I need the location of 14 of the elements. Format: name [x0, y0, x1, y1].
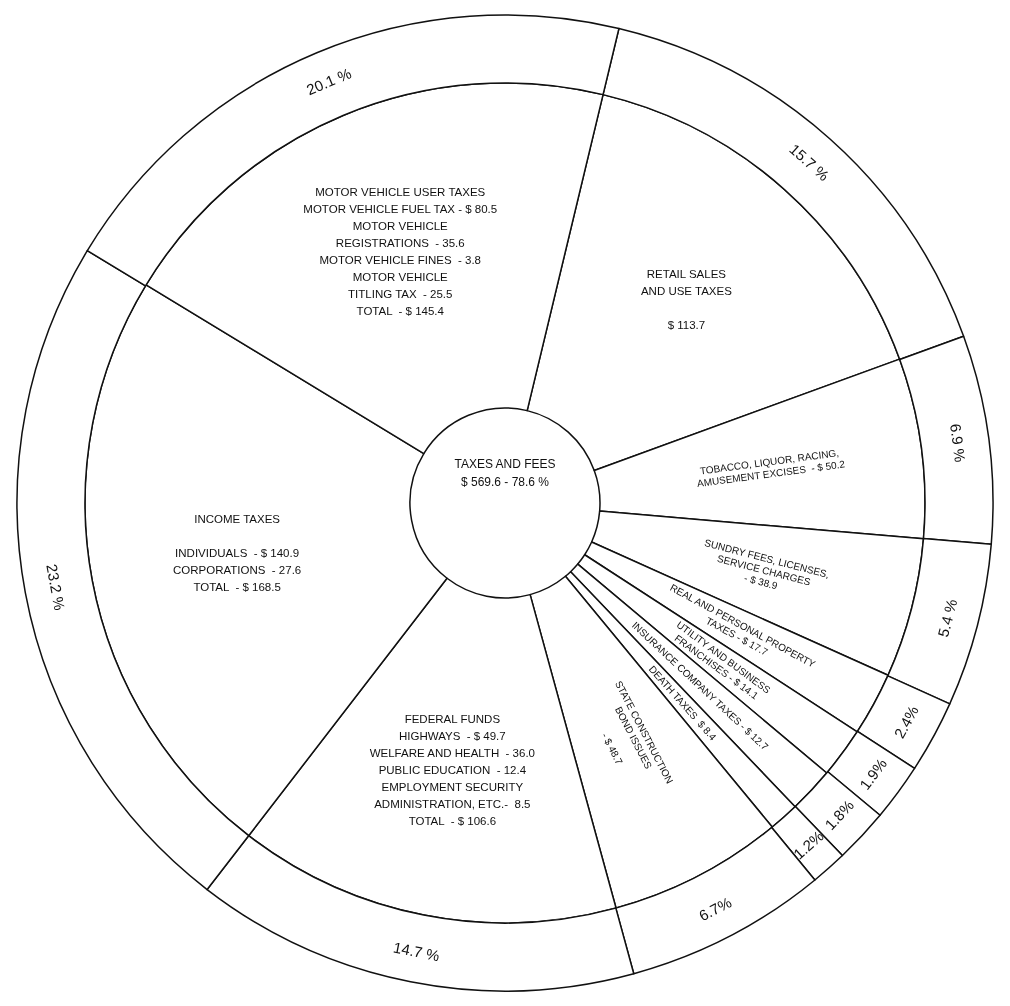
data-label: 14.7 %	[392, 938, 442, 965]
data-label: 6.7%	[695, 893, 735, 925]
category-label: RETAIL SALES AND USE TAXES $ 113.7	[640, 268, 732, 332]
data-label: 2.4%	[890, 702, 922, 741]
data-label: 5.4 %	[934, 597, 961, 639]
slice-label: TOBACCO, LIQUOR, RACING, AMUSEMENT EXCISES - $ 50.2	[696, 447, 847, 489]
category-label: INCOME TAXES INDIVIDUALS - $ 140.9 CORPORATIONS - 27.6 TOTAL - $ 168.5	[172, 512, 302, 593]
data-label: 20.1 %	[303, 64, 354, 99]
slice-label: FEDERAL FUNDS HIGHWAYS - $ 49.7 WELFARE AND HEALTH - 36.0 PUBLIC EDUCATION - 12.4 EMPLOYMENT SECURITY ADMINISTRATION, ETC.- 8.5 TOTAL - $ 106.6	[369, 713, 535, 828]
data-label: 15.7 %	[786, 140, 833, 184]
text: TAXES AND FEES $ 569.6 - 78.6 %	[454, 457, 556, 489]
data-label: 6.9 %	[947, 422, 969, 463]
slice-label: MOTOR VEHICLE USER TAXES MOTOR VEHICLE FUEL TAX - $ 80.5 MOTOR VEHICLE REGISTRATIONS - 35.6 MOTOR VEHICLE FINES - 3.8 MOTOR VEHICLE TITLING TAX - 25.5 TOTAL - $ 145.4	[303, 185, 498, 317]
data-label: 23.2 %	[43, 562, 69, 612]
